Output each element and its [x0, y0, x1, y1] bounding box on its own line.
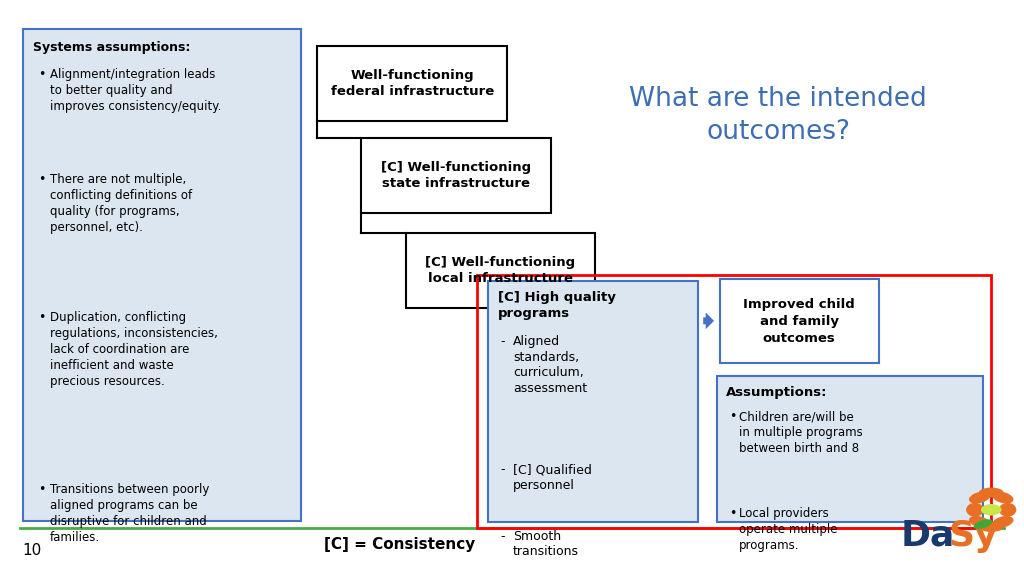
- Ellipse shape: [992, 516, 1014, 528]
- Text: •: •: [38, 68, 45, 81]
- Ellipse shape: [967, 503, 983, 517]
- Text: Smooth
transitions: Smooth transitions: [513, 530, 579, 558]
- Text: •: •: [729, 507, 736, 520]
- Text: Improved child
and family
outcomes: Improved child and family outcomes: [743, 298, 855, 344]
- Text: •: •: [729, 410, 736, 423]
- Text: Duplication, conflicting
regulations, inconsistencies,
lack of coordination are
: Duplication, conflicting regulations, in…: [50, 311, 218, 388]
- Text: Aligned
standards,
curriculum,
assessment: Aligned standards, curriculum, assessmen…: [513, 335, 587, 395]
- Text: [C] = Consistency: [C] = Consistency: [324, 537, 475, 552]
- Text: -: -: [501, 335, 505, 348]
- Text: Children are/will be
in multiple programs
between birth and 8: Children are/will be in multiple program…: [739, 410, 863, 455]
- Text: Sy: Sy: [948, 519, 997, 553]
- Text: There are not multiple,
conflicting definitions of
quality (for programs,
person: There are not multiple, conflicting defi…: [50, 173, 193, 234]
- Text: Transitions between poorly
aligned programs can be
disruptive for children and
f: Transitions between poorly aligned progr…: [50, 483, 210, 544]
- Text: [C] Well-functioning
local infrastructure: [C] Well-functioning local infrastructur…: [425, 256, 575, 286]
- FancyBboxPatch shape: [488, 281, 698, 522]
- Text: [C] High quality
programs: [C] High quality programs: [498, 291, 615, 320]
- Text: -: -: [501, 530, 505, 543]
- Text: What are the intended
outcomes?: What are the intended outcomes?: [630, 86, 927, 145]
- FancyBboxPatch shape: [406, 233, 595, 308]
- FancyBboxPatch shape: [720, 279, 879, 363]
- Text: Alignment/integration leads
to better quality and
improves consistency/equity.: Alignment/integration leads to better qu…: [50, 68, 221, 113]
- Ellipse shape: [979, 487, 1004, 498]
- Ellipse shape: [969, 516, 990, 528]
- Text: Da: Da: [901, 519, 955, 553]
- Ellipse shape: [992, 491, 1014, 503]
- Text: 10: 10: [23, 543, 42, 558]
- Text: [C] Well-functioning
state infrastructure: [C] Well-functioning state infrastructur…: [381, 161, 531, 191]
- FancyBboxPatch shape: [361, 138, 551, 213]
- Ellipse shape: [974, 520, 992, 529]
- Text: Well-functioning
federal infrastructure: Well-functioning federal infrastructure: [331, 69, 494, 98]
- Circle shape: [981, 504, 1001, 516]
- Ellipse shape: [999, 503, 1016, 517]
- Ellipse shape: [979, 522, 1004, 532]
- Text: Local providers
operate multiple
programs.: Local providers operate multiple program…: [739, 507, 838, 552]
- FancyBboxPatch shape: [317, 46, 507, 121]
- Text: [C] Qualified
personnel: [C] Qualified personnel: [513, 463, 592, 491]
- Text: •: •: [38, 173, 45, 186]
- FancyBboxPatch shape: [717, 376, 983, 522]
- Text: •: •: [38, 311, 45, 324]
- Text: Assumptions:: Assumptions:: [726, 386, 827, 399]
- Text: •: •: [38, 483, 45, 496]
- Text: -: -: [501, 463, 505, 476]
- Ellipse shape: [969, 491, 990, 503]
- Text: Systems assumptions:: Systems assumptions:: [33, 41, 190, 55]
- FancyBboxPatch shape: [23, 29, 301, 521]
